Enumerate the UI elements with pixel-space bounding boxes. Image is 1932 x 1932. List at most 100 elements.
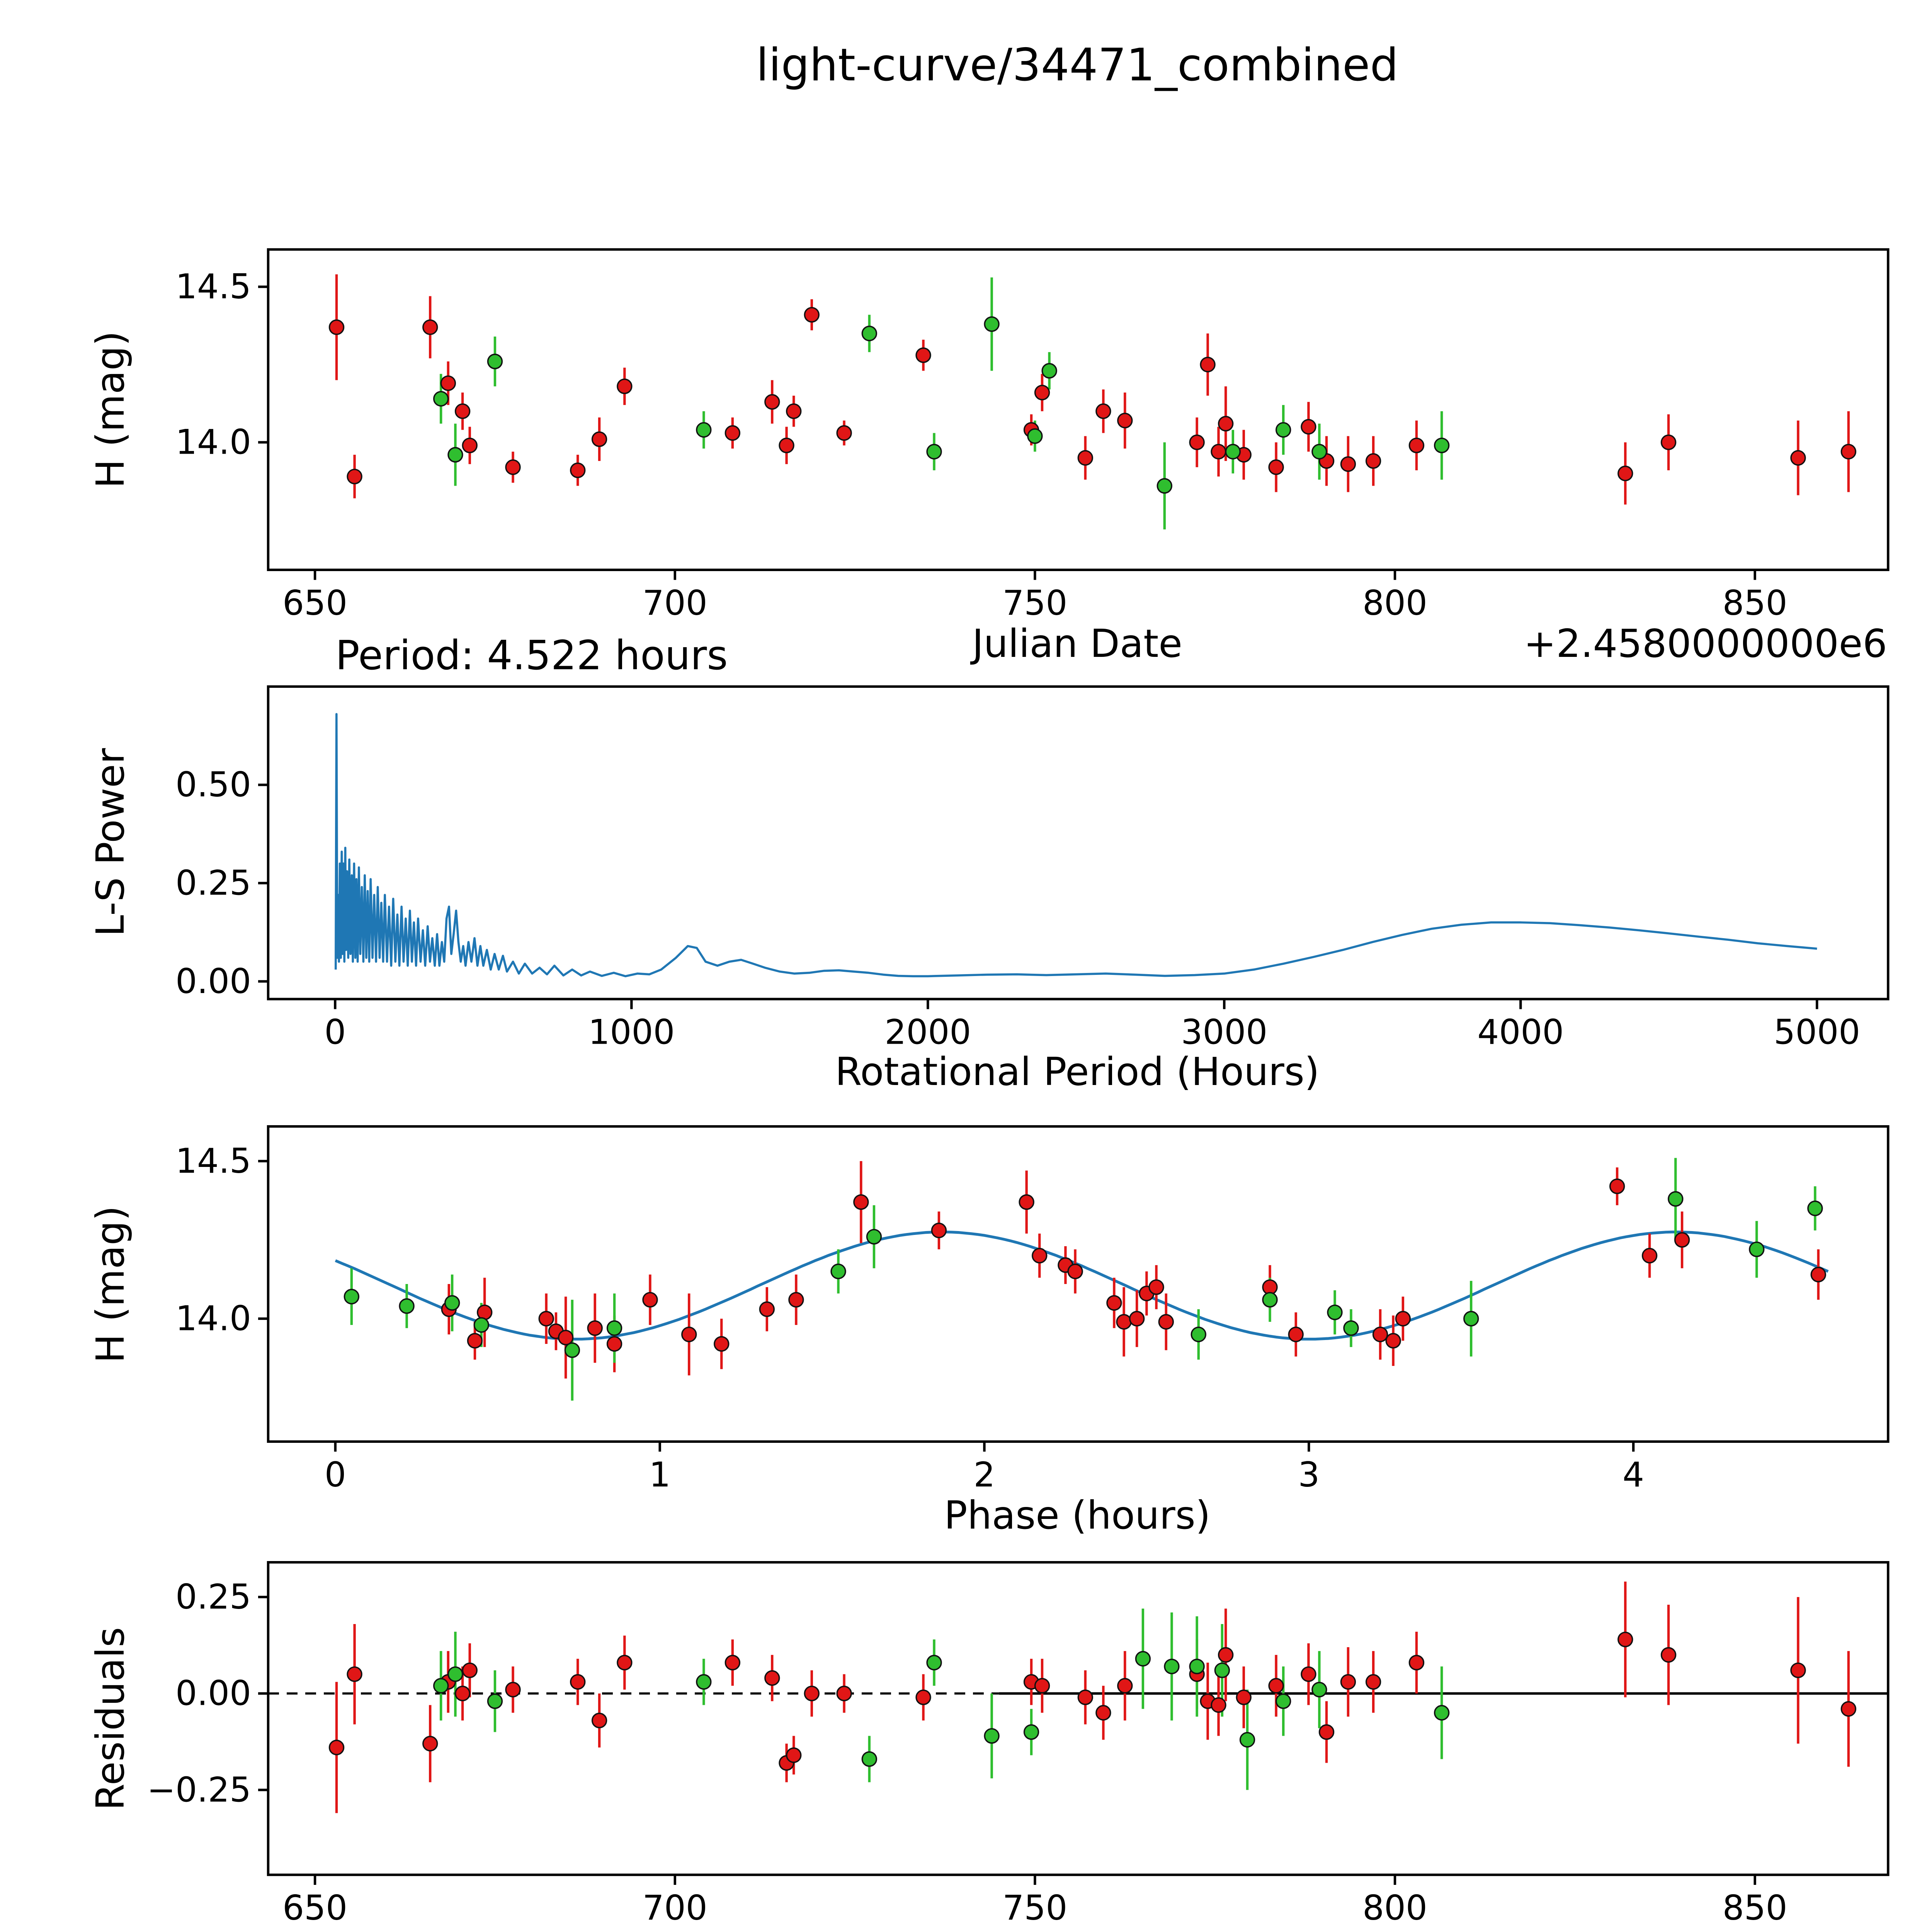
data-point-red (1840, 444, 1857, 460)
data-point-red (1077, 1689, 1094, 1705)
data-point-red (1340, 1674, 1356, 1690)
data-point-red (853, 1194, 869, 1210)
data-point-red (538, 1311, 554, 1327)
x-tick-label: 4000 (1477, 1012, 1564, 1052)
data-point-green (866, 1229, 882, 1245)
data-point-green (1156, 478, 1172, 494)
data-point-green (1311, 444, 1327, 460)
data-point-red (1318, 1724, 1335, 1740)
data-point-red (1211, 444, 1226, 460)
x-tick-label: 0 (325, 1455, 346, 1495)
y-tick-label: 0.00 (175, 1673, 251, 1713)
data-point-red (836, 425, 852, 441)
data-point-red (779, 437, 794, 453)
residuals-ylabel: Residuals (88, 1627, 133, 1810)
data-point-red (1301, 1666, 1316, 1682)
x-tick-label: 650 (282, 583, 347, 623)
data-point-red (1395, 1311, 1411, 1327)
data-point-red (328, 319, 345, 335)
x-tick-label: 1 (649, 1455, 671, 1495)
data-point-green (696, 1674, 712, 1690)
data-point-red (1218, 416, 1234, 432)
period-annotation: Period: 4.522 hours (335, 632, 728, 679)
data-point-green (1434, 437, 1450, 453)
x-tick-label: 850 (1723, 583, 1787, 623)
generated-plot-layers: 650 700 750 800 850 14.0 14.5 0 1000 2000 3000 4000… (147, 248, 1889, 1928)
x-tick-label: 5000 (1774, 1012, 1860, 1052)
data-point-green (487, 354, 503, 369)
periodogram-curve (335, 713, 1817, 978)
residuals-xlabel: Julian Date (970, 1925, 1182, 1932)
data-point-green (1343, 1320, 1359, 1336)
data-point-red (1268, 1678, 1284, 1694)
data-point-red (1117, 413, 1133, 429)
data-point-green (1190, 1327, 1206, 1342)
data-point-red (347, 1666, 362, 1682)
data-point-green (447, 1666, 463, 1682)
axes-frame (267, 1125, 1889, 1443)
data-point-red (1034, 384, 1050, 401)
data-point-red (467, 1333, 483, 1349)
axes-frame (267, 1561, 1889, 1876)
jd-ylabel: H (mag) (88, 331, 133, 488)
x-tick-label: 0 (324, 1012, 346, 1052)
data-point-red (591, 1713, 607, 1728)
data-point-red (347, 469, 362, 485)
data-point-green (1041, 363, 1057, 379)
data-point-red (724, 1655, 741, 1671)
x-tick-label: 1000 (588, 1012, 675, 1052)
data-point-red (328, 1740, 345, 1755)
x-tick-label: 850 (1723, 1888, 1787, 1928)
x-tick-label: 750 (1002, 583, 1067, 623)
residuals-x-offset-label: +2.4580000000e6 (1524, 1925, 1887, 1932)
data-point-red (642, 1292, 658, 1308)
x-tick-label: 3000 (1181, 1012, 1267, 1052)
data-point-red (1365, 453, 1381, 469)
data-point-red (714, 1336, 730, 1352)
data-point-red (915, 347, 931, 363)
data-point-red (606, 1336, 622, 1352)
data-point-red (1609, 1178, 1625, 1194)
figure-title: light-curve/34471_combined (756, 39, 1398, 91)
data-point-green (1023, 1724, 1039, 1740)
data-point-green (861, 325, 878, 342)
data-point-red (1617, 1631, 1633, 1648)
data-point-green (984, 316, 1000, 332)
data-point-red (1129, 1311, 1145, 1327)
data-point-red (1288, 1327, 1304, 1342)
data-point-green (696, 422, 712, 438)
x-tick-label: 700 (643, 1888, 707, 1928)
data-point-red (1372, 1327, 1388, 1342)
data-point-red (422, 319, 438, 335)
data-point-red (1660, 1647, 1677, 1663)
data-point-red (1200, 357, 1216, 372)
data-point-red (1674, 1232, 1690, 1248)
data-point-red (836, 1685, 852, 1701)
data-point-green (1189, 1658, 1205, 1674)
y-tick-label: 14.0 (175, 422, 251, 462)
data-point-red (617, 1655, 633, 1671)
data-point-red (1116, 1314, 1132, 1330)
data-point-red (1218, 1647, 1234, 1663)
data-point-green (1807, 1201, 1823, 1216)
data-point-green (606, 1320, 622, 1336)
y-tick-label: 0.25 (175, 1577, 251, 1617)
data-point-red (1236, 1689, 1252, 1705)
data-point-green (1262, 1292, 1278, 1308)
data-point-red (617, 378, 633, 395)
data-point-green (861, 1751, 878, 1767)
data-point-red (804, 307, 820, 323)
data-point-red (1034, 1678, 1050, 1694)
y-tick-label: 0.00 (175, 961, 251, 1001)
data-point-red (1408, 1655, 1425, 1671)
data-point-green (444, 1295, 460, 1311)
y-tick-label: −0.25 (147, 1770, 251, 1810)
data-point-green (433, 1678, 449, 1694)
fit-curve (335, 1230, 1829, 1341)
data-point-red (558, 1330, 574, 1345)
data-point-red (931, 1223, 947, 1238)
phase-ylabel: H (mag) (88, 1206, 133, 1363)
data-point-red (681, 1327, 697, 1342)
